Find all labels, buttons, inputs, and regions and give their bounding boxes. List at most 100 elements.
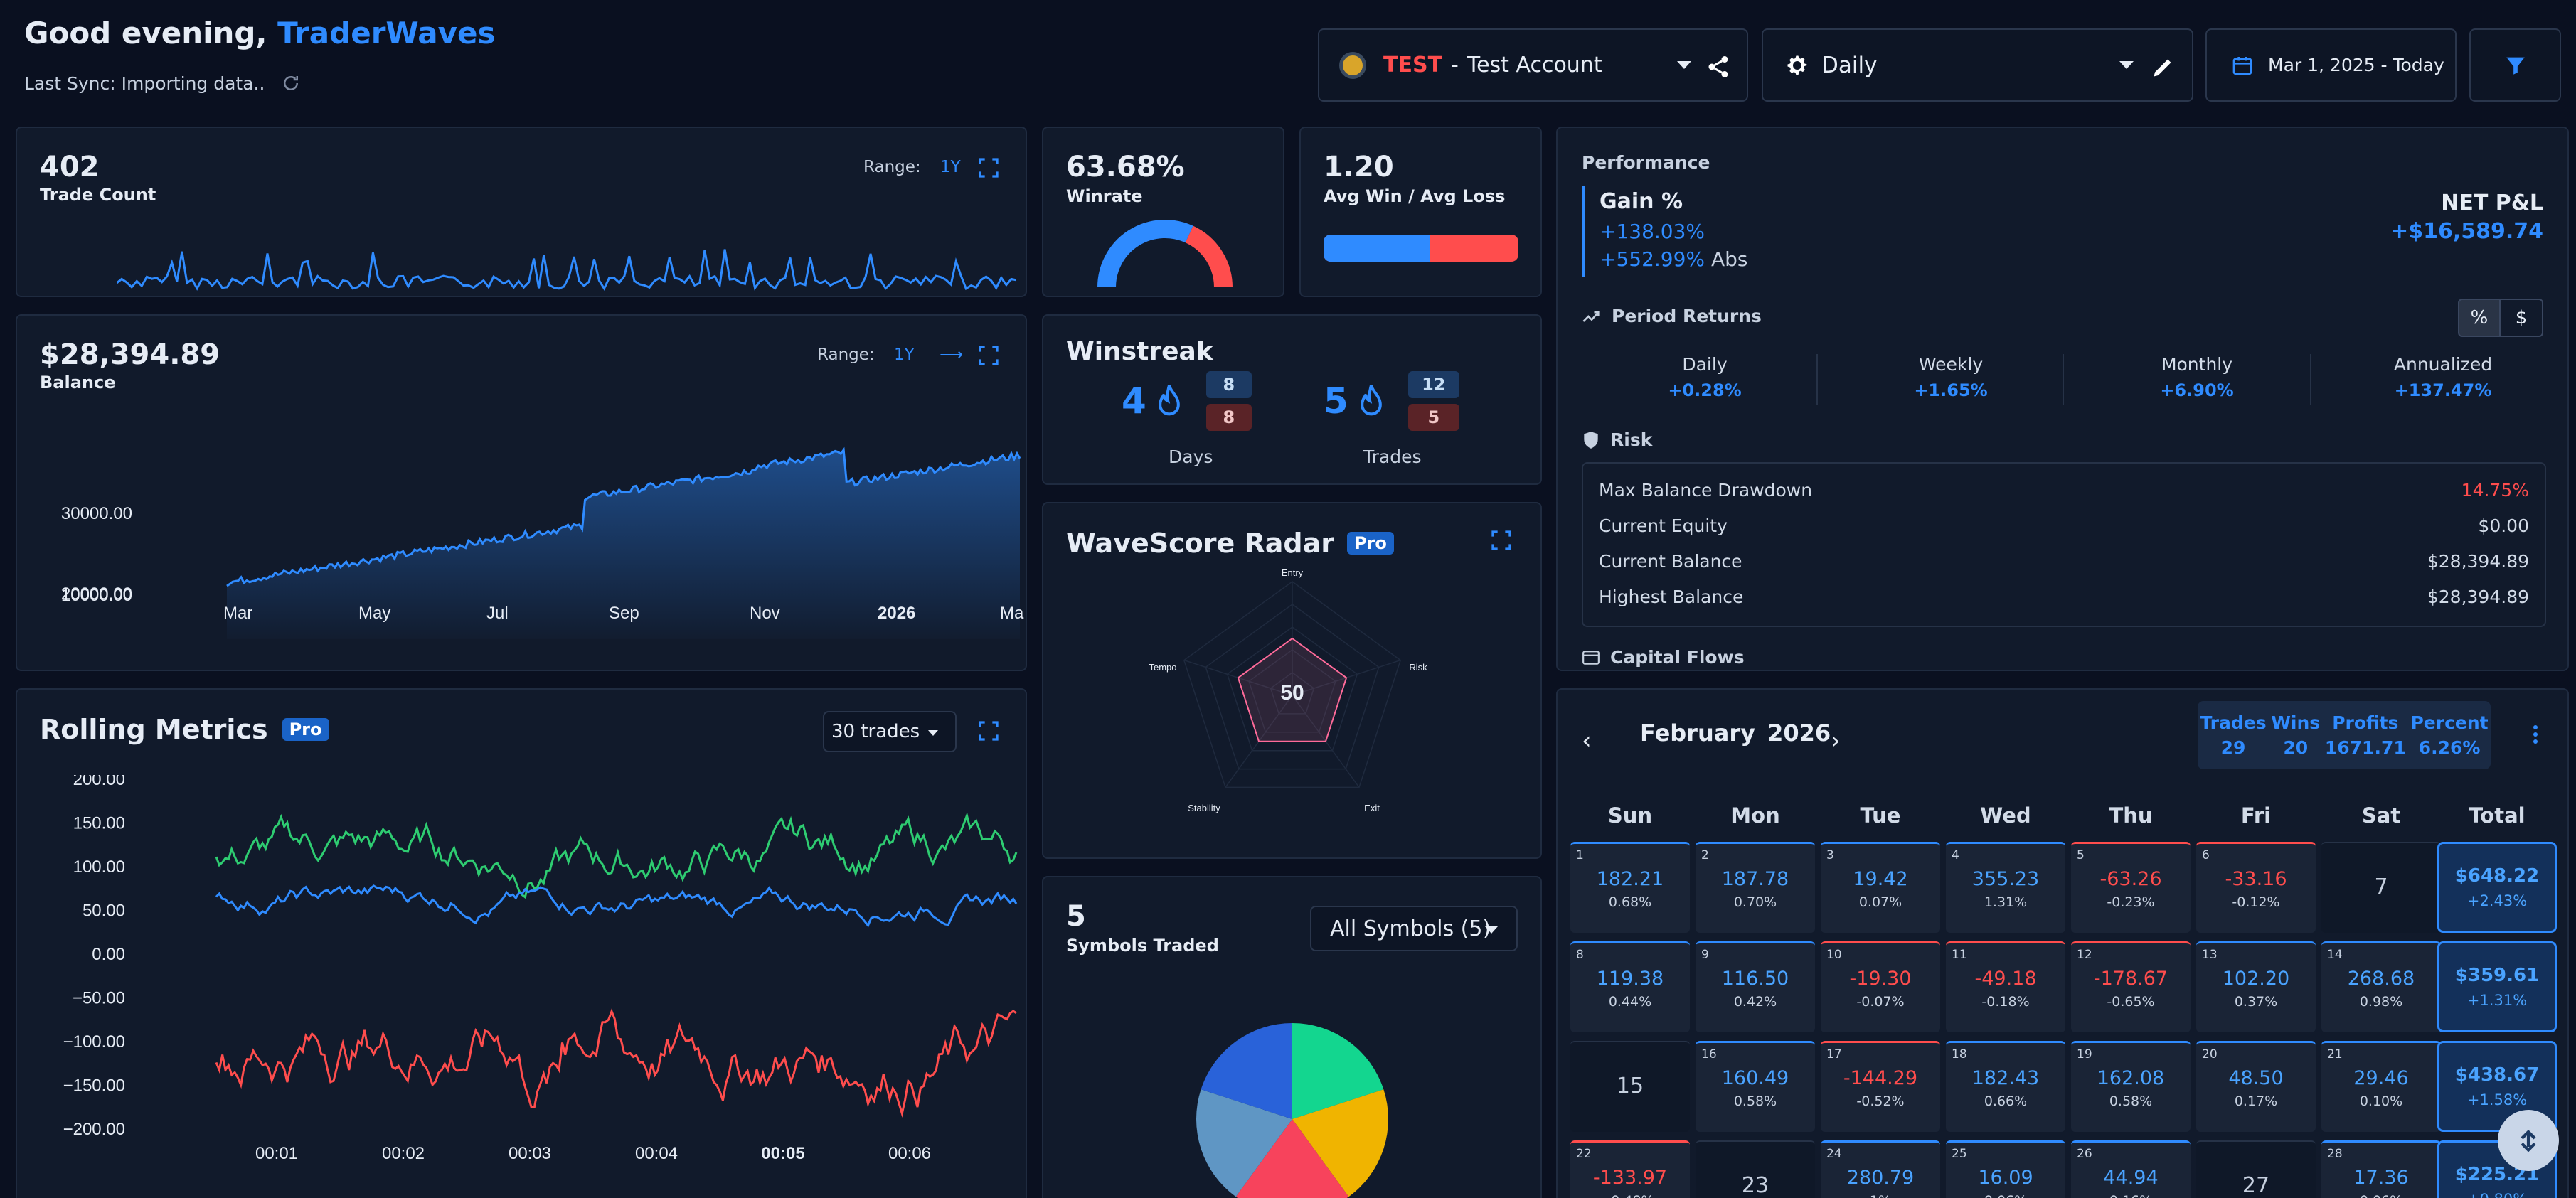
expand-icon[interactable]: [1490, 529, 1513, 552]
calendar-card: ‹ February 2026 › Trades 29 Wins 20 Prof…: [1556, 688, 2569, 1198]
calendar-day[interactable]: 23: [1696, 1140, 1815, 1198]
calendar-day[interactable]: 4 355.23 1.31%: [1946, 842, 2065, 933]
range-value[interactable]: 1Y: [893, 346, 915, 364]
pie-slice[interactable]: [1196, 1089, 1292, 1197]
calendar-day[interactable]: 18 182.43 0.66%: [1946, 1041, 2065, 1132]
calendar-day[interactable]: 13 102.20 0.37%: [2196, 941, 2316, 1032]
day-pct: -0.23%: [2107, 894, 2155, 910]
calendar-day[interactable]: 27: [2196, 1140, 2316, 1198]
period-returns-grid: Daily +0.28% Weekly +1.65% Monthly +6.90…: [1582, 354, 2567, 405]
gear-icon: [1787, 55, 1807, 75]
risk-value: 14.75%: [2461, 479, 2529, 501]
day-number: 11: [1952, 948, 1967, 962]
pie-slice[interactable]: [1201, 1023, 1292, 1119]
calendar-day[interactable]: 22-133.97 -0.48%: [1570, 1140, 1690, 1198]
calendar-day[interactable]: 19 162.08 0.58%: [2071, 1041, 2191, 1132]
calendar-day[interactable]: 26 44.94 0.16%: [2071, 1140, 2191, 1198]
streak-days-loss: 8: [1205, 404, 1252, 431]
x-tick: Nov: [750, 604, 780, 623]
month-stat: Wins 20: [2271, 712, 2320, 758]
date-range-picker[interactable]: Mar 1, 2025 - Today: [2205, 28, 2457, 102]
timeframe-selector[interactable]: Daily: [1762, 28, 2193, 102]
y-tick: 100.00: [73, 857, 125, 877]
kebab-icon[interactable]: [2533, 725, 2538, 744]
range-value[interactable]: 1Y: [940, 158, 961, 176]
period-label: Daily: [1682, 354, 1728, 375]
week-total[interactable]: $648.22 +2.43%: [2437, 842, 2557, 933]
risk-row: Current Equity $0.00: [1599, 508, 2529, 543]
x-tick: 00:06: [888, 1144, 931, 1163]
period-col: Annualized +137.47%: [2320, 354, 2566, 400]
x-tick: 00:02: [382, 1144, 425, 1163]
stat-value: 29: [2220, 737, 2246, 758]
day-pct: -0.52%: [1856, 1093, 1905, 1109]
toggle-dollar[interactable]: $: [2501, 299, 2543, 337]
day-number: 21: [2327, 1047, 2343, 1061]
week-total-pct: +1.31%: [2466, 992, 2528, 1009]
account-selector[interactable]: TEST - Test Account: [1318, 28, 1748, 102]
pie-slice[interactable]: [1235, 1119, 1349, 1198]
greeting: Good evening, TraderWaves: [24, 16, 495, 50]
calendar-day[interactable]: 10 -19.30 -0.07%: [1821, 941, 1940, 1032]
calendar-day[interactable]: 12 -178.67 -0.65%: [2071, 941, 2191, 1032]
expand-icon[interactable]: [977, 720, 1000, 742]
week-total[interactable]: $359.61 +1.31%: [2437, 941, 2557, 1032]
username: TraderWaves: [277, 16, 496, 50]
gain-block: Gain % +138.03% +552.99% Abs: [1582, 186, 1747, 277]
expand-icon[interactable]: [977, 156, 1000, 179]
day-pnl: 280.79: [1846, 1167, 1915, 1189]
calendar-day[interactable]: 28 17.36 0.06%: [2321, 1140, 2441, 1198]
next-month-icon[interactable]: ›: [1831, 727, 1841, 755]
refresh-icon[interactable]: [280, 73, 302, 94]
pie-slice[interactable]: [1292, 1023, 1384, 1119]
period-divider: [2310, 354, 2311, 405]
calendar-day[interactable]: 17 -144.29 -0.52%: [1821, 1041, 1940, 1132]
day-number: 19: [2077, 1047, 2092, 1061]
calendar-day[interactable]: 14 268.68 0.98%: [2321, 941, 2441, 1032]
day-pct: 0.06%: [1946, 1193, 2065, 1198]
winrate-value: 63.68%: [1066, 151, 1185, 183]
calendar-day[interactable]: 8 119.38 0.44%: [1570, 941, 1690, 1032]
calendar-day[interactable]: 3 19.42 0.07%: [1821, 842, 1940, 933]
avg-win-loss-bar: [1324, 235, 1518, 262]
calendar-day[interactable]: 2 187.78 0.70%: [1696, 842, 1815, 933]
calendar-day[interactable]: 16 160.49 0.58%: [1696, 1041, 1815, 1132]
pro-badge: Pro: [282, 718, 329, 741]
calendar-day[interactable]: 1 182.21 0.68%: [1570, 842, 1690, 933]
filter-button[interactable]: [2469, 28, 2561, 102]
sync-text: Last Sync: Importing data..: [24, 73, 265, 94]
calendar-day[interactable]: 15: [1570, 1041, 1690, 1132]
calendar-day[interactable]: 25 16.09 0.06%: [1946, 1140, 2065, 1198]
share-icon[interactable]: [1705, 54, 1731, 80]
arrow-right-icon[interactable]: ⟶: [939, 346, 963, 364]
symbols-pie-chart: [1196, 1023, 1388, 1198]
calendar-day[interactable]: 5 -63.26 -0.23%: [2071, 842, 2191, 933]
pencil-icon[interactable]: [2151, 54, 2176, 80]
gain-pct: +138.03%: [1600, 220, 1705, 243]
balance-chart: 30000.00 20000.00 10000.00 Mar May Jul S…: [61, 446, 1024, 639]
expand-icon[interactable]: [977, 344, 1000, 367]
prev-month-icon[interactable]: ‹: [1582, 727, 1592, 755]
calendar-day[interactable]: 6 -33.16 -0.12%: [2196, 842, 2316, 933]
risk-row: Max Balance Drawdown 14.75%: [1599, 472, 2529, 508]
calendar-day[interactable]: 20 48.50 0.17%: [2196, 1041, 2316, 1132]
day-pct: -0.48%: [1570, 1193, 1690, 1198]
symbols-select[interactable]: All Symbols (5): [1310, 906, 1518, 951]
day-number: 28: [2327, 1147, 2343, 1161]
day-pnl: 116.50: [1721, 968, 1789, 990]
calendar-day[interactable]: 7: [2321, 842, 2441, 933]
calendar-day[interactable]: 11 -49.18 -0.18%: [1946, 941, 2065, 1032]
pie-slice[interactable]: [1292, 1089, 1388, 1197]
calendar-day[interactable]: 24 280.79 1%: [1821, 1140, 1940, 1198]
calendar-day[interactable]: 9 116.50 0.42%: [1696, 941, 1815, 1032]
day-pct: 1.31%: [1984, 894, 2028, 910]
scroll-top-button[interactable]: [2498, 1110, 2559, 1171]
day-pct: -0.65%: [2107, 994, 2155, 1010]
rolling-window-select[interactable]: 30 trades: [823, 711, 957, 752]
calendar-day[interactable]: 21 29.46 0.10%: [2321, 1041, 2441, 1132]
toggle-percent[interactable]: %: [2458, 299, 2501, 337]
sync-status: Last Sync: Importing data..: [24, 73, 302, 94]
risk-label: Current Balance: [1599, 550, 1742, 572]
risk-header: Risk: [1582, 429, 1652, 450]
week-total[interactable]: $438.67 +1.58%: [2437, 1041, 2557, 1132]
